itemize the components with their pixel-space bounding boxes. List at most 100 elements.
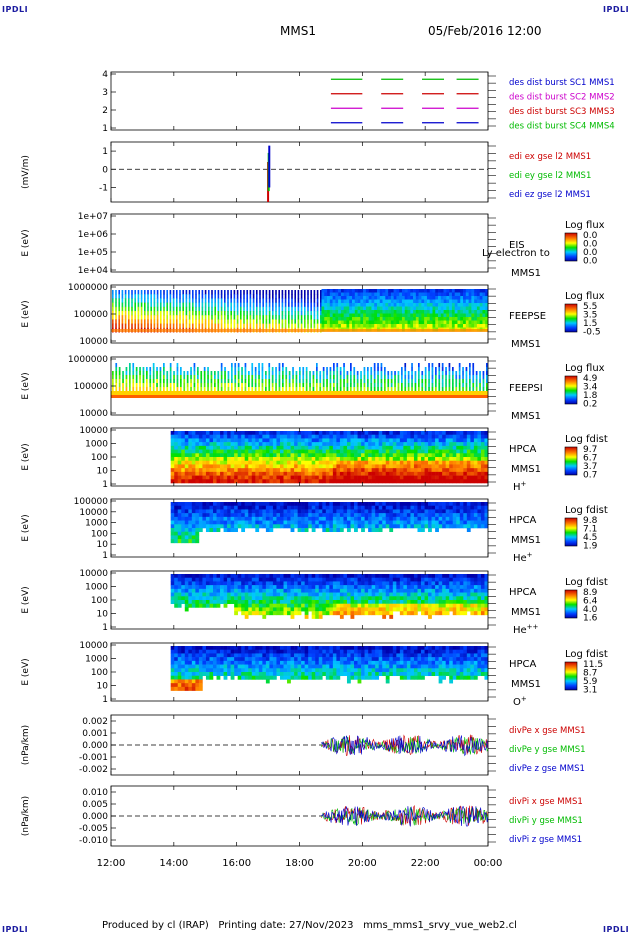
spec-cell [339,445,344,450]
spec-cell [258,471,263,476]
spec-cell [248,468,253,473]
spec-cell [375,520,380,525]
spec-cell [454,313,458,318]
spec-cell [361,431,365,436]
spec-cell [312,387,315,392]
spec-cell [190,367,192,372]
spec-cell [311,464,316,469]
spec-cell [137,319,140,325]
spec-cell [220,311,223,316]
spec-cell [255,475,260,480]
spec-cell [403,431,408,436]
spec-cell [272,302,274,308]
spec-cell [203,375,206,380]
spec-cell [309,371,311,376]
spec-cell [248,505,253,510]
spec-cell [231,371,233,376]
spec-cell [368,438,372,443]
spec-cell [418,289,422,293]
spec-cell [373,387,376,392]
spec-cell [424,516,429,521]
spec-cell [112,375,114,380]
spec-cell [184,600,189,605]
spec-cell [307,290,309,295]
spec-cell [163,363,165,368]
spec-cell [269,479,274,484]
spec-cell [268,379,271,384]
spec-cell [392,475,397,480]
spec-cell [265,319,268,325]
spec-cell [352,306,356,311]
spec-cell [459,520,464,525]
spec-cell [321,303,325,307]
spec-cell [368,457,372,462]
spec-cell [325,596,330,601]
spec-cell [472,387,475,392]
spec-cell [392,524,397,529]
spec-cell [361,460,365,465]
spec-cell [441,387,444,392]
spec-cell [406,464,411,469]
spec-cell [220,375,223,380]
spec-cell [367,379,369,384]
spec-cell [237,457,242,462]
spec-cell [418,292,422,297]
spec-cell [144,319,146,325]
spec-cell [413,502,418,507]
spec-cell [415,292,419,297]
spec-cell [204,306,207,312]
spec-cell [321,306,325,311]
spec-cell [457,296,461,300]
spec-cell [393,324,397,328]
spec-cell [325,438,330,443]
spec-cell [407,387,410,392]
spec-cell [223,509,228,514]
spec-cell [413,464,418,469]
spec-cell [258,363,260,368]
spec-cell [378,502,383,507]
spec-cell [271,375,274,380]
spec-cell [202,581,207,586]
spec-cell [234,607,238,612]
spec-cell [211,319,213,325]
spec-cell [301,516,305,521]
spec-cell [166,371,169,376]
spec-cell [424,375,427,380]
spec-cell [209,574,214,579]
spec-cell [340,289,344,293]
spec-cell [311,614,316,619]
spec-cell [124,290,127,295]
spec-cell [220,383,223,388]
spec-cell [403,502,408,507]
spec-cell [287,438,291,443]
spec-cell [463,306,467,311]
spec-cell [332,524,337,529]
spec-cell [269,509,274,514]
spec-cell [329,588,334,593]
spec-cell [479,292,483,297]
spec-cell [269,524,274,529]
spec-cell [360,379,362,384]
colorbar-tick-label: 4.9 [583,374,598,384]
spec-cell [429,306,433,311]
spec-cell [424,505,429,510]
spec-cell [192,298,194,304]
spec-cell [385,479,390,484]
spec-cell [411,371,413,376]
spec-cell [243,311,245,316]
spec-cell [418,363,420,368]
spec-cell [182,319,184,325]
spec-cell [188,438,193,443]
spec-cell [287,574,291,579]
spec-cell [202,600,207,605]
spec-cell [265,290,268,295]
spec-cell [283,596,288,601]
spec-cell [479,299,483,304]
spec-cell [322,516,327,521]
spec-cell [205,600,210,605]
spec-cell [268,363,271,368]
spec-cell [445,524,450,529]
spec-cell [371,453,376,458]
spec-cell [200,383,203,388]
spec-cell [357,289,361,293]
